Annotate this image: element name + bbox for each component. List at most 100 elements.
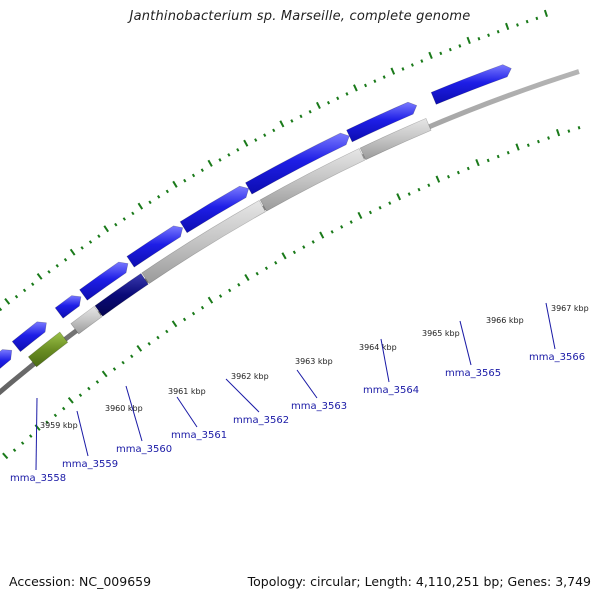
- feature-gray: [259, 148, 366, 212]
- outer-tick-mark: [401, 67, 405, 71]
- cds-arrow: [179, 185, 250, 234]
- leader-line: [545, 302, 556, 350]
- inner-tick-mark: [156, 335, 160, 340]
- gene-label[interactable]: mma_3561: [171, 430, 227, 441]
- outer-tick-mark: [236, 148, 240, 152]
- inner-tick-mark: [255, 271, 259, 276]
- inner-tick-mark: [207, 296, 214, 304]
- leader-line: [125, 385, 143, 442]
- inner-tick-mark: [218, 294, 223, 298]
- gene-label[interactable]: mma_3566: [529, 352, 585, 363]
- gene-label[interactable]: mma_3565: [445, 368, 501, 379]
- outer-tick-mark: [243, 139, 249, 147]
- inner-tick-mark: [456, 170, 460, 175]
- inner-tick-mark: [536, 139, 540, 144]
- outer-tick-mark: [207, 159, 213, 167]
- feature-navy: [94, 273, 149, 317]
- outer-tick-mark: [308, 109, 312, 114]
- inner-tick-mark: [577, 125, 581, 130]
- outer-tick-mark: [428, 51, 433, 59]
- inner-tick-mark: [228, 288, 232, 293]
- inner-tick-mark: [244, 273, 250, 281]
- cds-arrow: [126, 225, 184, 268]
- inner-tick-mark: [2, 452, 9, 460]
- gene-label[interactable]: mma_3560: [116, 444, 172, 455]
- inner-tick-mark: [496, 154, 500, 159]
- cds-arrow: [79, 261, 129, 301]
- inner-tick-mark: [349, 220, 353, 224]
- tick-label: 3962 kbp: [231, 372, 269, 381]
- outer-tick-mark: [4, 298, 11, 305]
- cds-arrow: [430, 64, 512, 105]
- cds-arrow: [0, 349, 13, 369]
- leader-line: [225, 378, 260, 413]
- inner-tick-mark: [101, 370, 108, 378]
- outer-tick-mark: [200, 168, 204, 173]
- backbone-track: [0, 69, 580, 396]
- outer-tick-mark: [336, 96, 340, 101]
- accession-label: Accession: NC_009659: [9, 574, 152, 589]
- inner-tick-mark: [274, 261, 278, 265]
- outer-tick-mark: [263, 133, 267, 137]
- inner-tick-mark: [486, 158, 490, 163]
- outer-tick-mark: [47, 270, 51, 274]
- inner-tick-mark: [112, 367, 117, 371]
- outer-tick-mark: [535, 16, 539, 21]
- inner-tick-mark: [237, 282, 241, 287]
- outer-tick-mark: [382, 75, 386, 79]
- tick-label: 3959 kbp: [40, 421, 78, 430]
- inner-tick-mark: [171, 320, 178, 328]
- outer-tick-mark: [183, 178, 187, 183]
- outer-tick-mark: [516, 23, 519, 27]
- inner-tick-mark: [165, 329, 169, 334]
- outer-tick-mark: [487, 33, 491, 37]
- outer-tick-mark: [390, 67, 396, 75]
- cds-arrow: [245, 132, 350, 195]
- gene-label[interactable]: mma_3564: [363, 385, 419, 396]
- inner-tick-mark: [417, 187, 421, 192]
- inner-tick-mark: [330, 230, 334, 234]
- inner-tick-mark: [555, 128, 561, 137]
- leader-line: [35, 397, 38, 471]
- gene-label[interactable]: mma_3559: [62, 459, 118, 470]
- inner-tick-mark: [526, 143, 530, 147]
- inner-tick-mark: [506, 150, 510, 155]
- tick-label: 3960 kbp: [105, 404, 143, 413]
- tick-label: 3966 kbp: [486, 316, 524, 325]
- genome-stats: Topology: circular; Length: 4,110,251 bp…: [247, 574, 591, 589]
- outer-tick-mark: [525, 19, 529, 24]
- cds-arrow: [11, 321, 47, 353]
- feature-track: [0, 64, 512, 369]
- gene-label[interactable]: mma_3563: [291, 401, 347, 412]
- outer-tick-mark: [63, 257, 68, 262]
- leader-line: [296, 369, 318, 399]
- inner-tick-mark: [136, 344, 143, 352]
- inner-tick-mark: [130, 354, 134, 359]
- outer-tick-mark: [88, 240, 93, 244]
- outer-tick-mark: [165, 189, 169, 194]
- outer-tick-mark: [315, 101, 321, 110]
- tick-label: 3965 kbp: [422, 329, 460, 338]
- outer-tick-mark: [543, 9, 548, 17]
- outer-tick-mark: [496, 29, 500, 34]
- gene-label[interactable]: mma_3562: [233, 415, 289, 426]
- outer-tick-mark: [191, 173, 196, 178]
- inner-tick-mark: [567, 129, 571, 133]
- outer-tick-mark: [122, 217, 126, 221]
- outer-tick-mark: [272, 128, 276, 133]
- inner-tick-mark: [191, 311, 196, 316]
- outer-tick-mark: [0, 307, 3, 312]
- outer-tick-mark: [14, 294, 19, 299]
- outer-tick-mark: [36, 273, 43, 280]
- gene-label[interactable]: mma_3558: [10, 473, 66, 484]
- inner-tick-mark: [20, 441, 25, 445]
- inner-tick-mark: [67, 396, 74, 404]
- inner-tick-mark: [182, 317, 187, 322]
- tick-label: 3961 kbp: [168, 387, 206, 396]
- outer-tick-mark: [299, 114, 303, 119]
- inner-tick-mark: [61, 406, 66, 411]
- inner-tick-mark: [357, 211, 363, 219]
- inner-tick-mark: [200, 305, 205, 310]
- inner-tick-mark: [311, 240, 315, 244]
